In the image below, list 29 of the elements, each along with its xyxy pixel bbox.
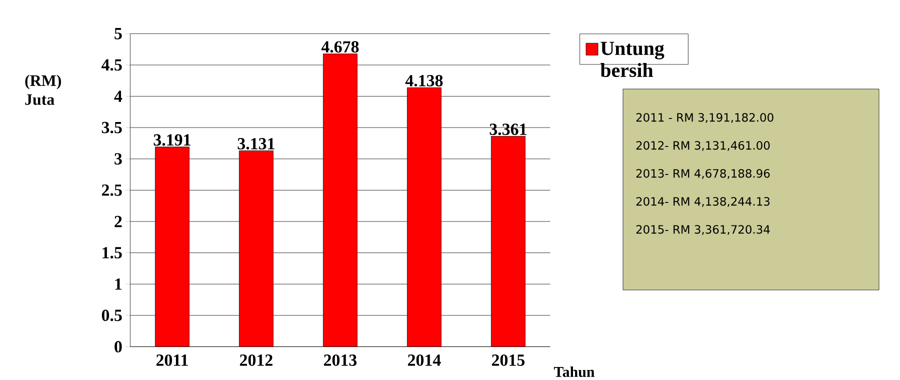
x-tick-label: 2014 (408, 354, 441, 366)
x-axis-title: Tahun (554, 366, 594, 377)
y-tick-label: 3 (114, 153, 122, 164)
x-tick-label: 2013 (324, 354, 357, 366)
text: 2011 - RM 3,191,182.00 (636, 112, 774, 123)
data-label: 4.678 (321, 40, 359, 52)
y-tick-label: 2.5 (102, 184, 122, 196)
y-axis-title: (RM) Juta (25, 74, 61, 105)
data-label: 3.131 (238, 138, 274, 150)
legend-label: Untung bersih (600, 42, 664, 77)
x-tick-label: 2015 (492, 354, 525, 366)
y-tick-label: 0.5 (102, 309, 122, 321)
y-tick-label: 2 (114, 216, 122, 227)
x-tick-label: 2012 (240, 354, 272, 366)
text: 2012- RM 3,131,461.00 (636, 140, 770, 151)
y-tick-label: 0 (114, 340, 122, 352)
y-tick-label: 5 (114, 28, 122, 40)
y-tick-label: 1.5 (102, 246, 122, 258)
y-tick-label: 3.5 (102, 122, 122, 134)
data-label: 3.191 (154, 134, 190, 146)
y-tick-label: 4 (114, 90, 122, 102)
text: 2013- RM 4,678,188.96 (636, 168, 770, 179)
y-tick-label: 4.5 (102, 59, 122, 71)
y-tick-label: 1 (115, 278, 122, 290)
x-tick-label: 2011 (156, 354, 188, 366)
data-label: 4.138 (405, 74, 443, 86)
text: 2015- RM 3,361,720.34 (636, 224, 770, 235)
text: 2014- RM 4,138,244.13 (636, 196, 770, 207)
data-label: 3.361 (490, 123, 526, 135)
